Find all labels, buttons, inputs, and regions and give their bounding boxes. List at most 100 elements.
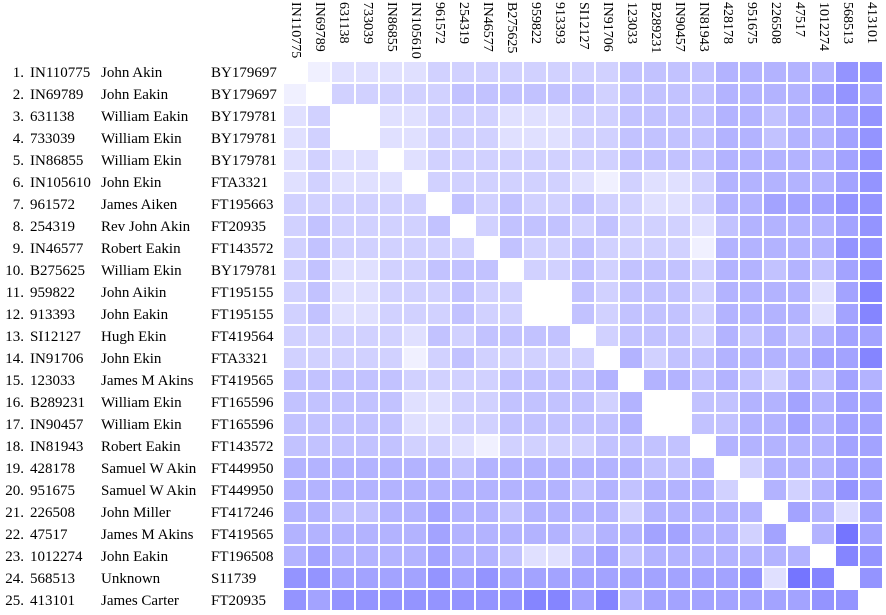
- heatmap-cell: [860, 106, 882, 126]
- heatmap-cell: [788, 436, 810, 456]
- heatmap-cell: [356, 260, 378, 280]
- heatmap-cell: [548, 150, 570, 170]
- heatmap-cell: [500, 216, 522, 236]
- heatmap-cell: [284, 568, 306, 588]
- heatmap-cell: [524, 590, 546, 610]
- heatmap-cell: [620, 348, 642, 368]
- ancestor-name: John Eakin: [101, 549, 169, 565]
- heatmap-cell: [476, 106, 498, 126]
- heatmap-cell: [332, 524, 354, 544]
- kit-number: IN86855: [30, 153, 84, 169]
- heatmap-cell: [500, 326, 522, 346]
- heatmap-cell: [452, 392, 474, 412]
- heatmap-cell: [860, 84, 882, 104]
- heatmap-cell: [500, 194, 522, 214]
- heatmap-cell: [596, 458, 618, 478]
- heatmap-cell: [476, 436, 498, 456]
- heatmap-cell: [500, 546, 522, 566]
- heatmap-cell: [452, 546, 474, 566]
- heatmap-cell: [788, 326, 810, 346]
- heatmap-cell: [428, 84, 450, 104]
- heatmap-cell: [452, 84, 474, 104]
- ancestor-name: Samuel W Akin: [101, 461, 197, 477]
- heatmap-cell: [572, 150, 594, 170]
- haplogroup: BY179781: [211, 263, 277, 279]
- heatmap-cell: [716, 546, 738, 566]
- heatmap-cell: [860, 546, 882, 566]
- heatmap-cell: [356, 216, 378, 236]
- heatmap-cell: [644, 150, 666, 170]
- heatmap-cell: [548, 546, 570, 566]
- heatmap-cell: [812, 150, 834, 170]
- ancestor-name: Hugh Ekin: [101, 329, 167, 345]
- heatmap-cell: [572, 502, 594, 522]
- heatmap-cell: [476, 590, 498, 610]
- heatmap-cell: [308, 568, 330, 588]
- heatmap-cell: [764, 238, 786, 258]
- heatmap-cell: [596, 260, 618, 280]
- heatmap-cell: [284, 62, 306, 82]
- heatmap-cell: [452, 260, 474, 280]
- heatmap-cell: [428, 62, 450, 82]
- heatmap-cell: [356, 524, 378, 544]
- column-label-text: 226508: [768, 2, 783, 44]
- heatmap-cell: [668, 414, 690, 434]
- heatmap-cell: [812, 304, 834, 324]
- heatmap-cell: [428, 238, 450, 258]
- heatmap-cell: [788, 546, 810, 566]
- haplogroup: FT419565: [211, 373, 274, 389]
- heatmap-cell: [788, 282, 810, 302]
- heatmap-cell: [356, 84, 378, 104]
- heatmap-cell: [788, 458, 810, 478]
- heatmap-cell: [620, 568, 642, 588]
- column-label: 226508: [764, 2, 786, 62]
- column-label-text: IN105610: [408, 2, 423, 59]
- heatmap-cell: [788, 216, 810, 236]
- heatmap-cell: [332, 480, 354, 500]
- haplogroup: S11739: [211, 571, 257, 587]
- heatmap-cell: [596, 128, 618, 148]
- heatmap-cell: [500, 172, 522, 192]
- heatmap-cell: [428, 150, 450, 170]
- heatmap-cell: [572, 172, 594, 192]
- heatmap-cell: [572, 568, 594, 588]
- heatmap-cell: [332, 260, 354, 280]
- heatmap-cell: [452, 480, 474, 500]
- heatmap-cell: [572, 458, 594, 478]
- heatmap-cell: [476, 62, 498, 82]
- heatmap-cell: [596, 326, 618, 346]
- heatmap-cell: [836, 480, 858, 500]
- heatmap-cell: [500, 128, 522, 148]
- heatmap-cell: [620, 524, 642, 544]
- kit-number: 631138: [30, 109, 75, 125]
- heatmap-cell: [428, 414, 450, 434]
- haplogroup: FT143572: [211, 439, 274, 455]
- heatmap-cell: [788, 304, 810, 324]
- column-label-text: IN90457: [672, 2, 687, 52]
- heatmap-cell: [428, 348, 450, 368]
- heatmap-cell: [716, 84, 738, 104]
- heatmap-cell: [764, 84, 786, 104]
- row-number: 3.: [12, 109, 24, 125]
- heatmap-cell: [284, 348, 306, 368]
- heatmap-cell: [356, 348, 378, 368]
- heatmap-cell: [692, 238, 714, 258]
- heatmap-cell: [308, 128, 330, 148]
- heatmap-cell: [740, 260, 762, 280]
- heatmap-cell: [404, 370, 426, 390]
- heatmap-cell: [404, 304, 426, 324]
- heatmap-cell: [548, 282, 570, 302]
- heatmap-cell: [644, 326, 666, 346]
- column-label-text: 413101: [864, 2, 879, 44]
- heatmap-cell: [428, 216, 450, 236]
- heatmap-cell: [548, 172, 570, 192]
- heatmap-cell: [404, 348, 426, 368]
- ancestor-name: William Ekin: [101, 263, 182, 279]
- heatmap-cell: [476, 172, 498, 192]
- heatmap-cell: [644, 436, 666, 456]
- heatmap-cell: [836, 524, 858, 544]
- heatmap-cell: [692, 392, 714, 412]
- heatmap-cell: [740, 326, 762, 346]
- heatmap-cell: [812, 524, 834, 544]
- heatmap-cell: [620, 260, 642, 280]
